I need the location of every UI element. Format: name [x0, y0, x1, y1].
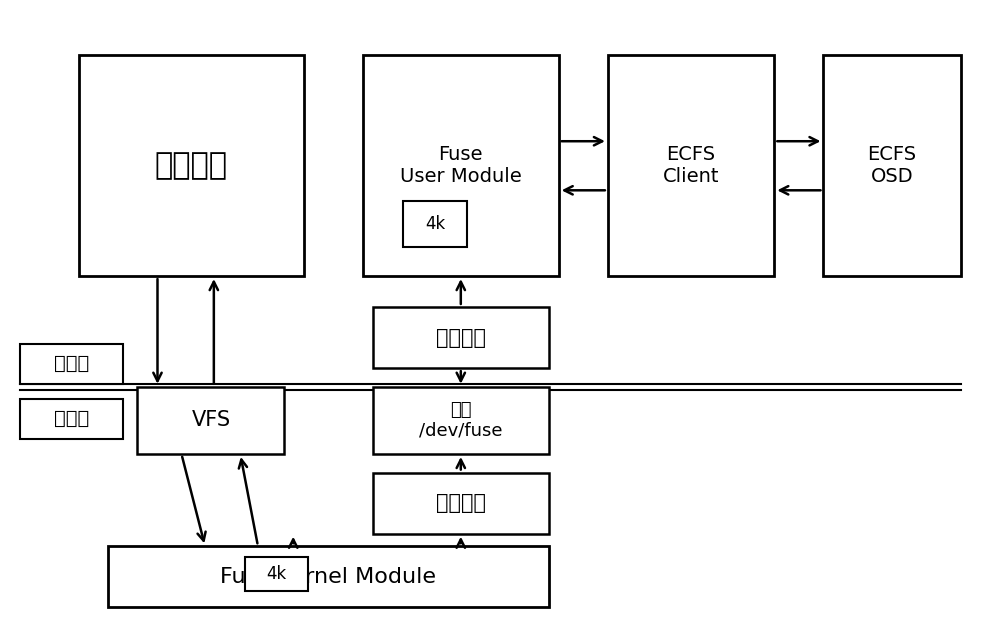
Bar [363, 55, 559, 276]
Text: 用户态: 用户态 [54, 354, 89, 373]
Text: 应用程序: 应用程序 [155, 151, 228, 180]
Bar [823, 55, 961, 276]
Text: VFS: VFS [191, 411, 230, 430]
Bar [373, 473, 549, 534]
Bar [373, 307, 549, 368]
Text: Fuse Kernel Module: Fuse Kernel Module [220, 567, 436, 587]
Bar [79, 55, 304, 276]
Bar [108, 546, 549, 607]
Bar [245, 557, 308, 590]
Text: ECFS
Client: ECFS Client [663, 145, 719, 187]
Text: 读写设备: 读写设备 [436, 493, 486, 513]
Bar [608, 55, 774, 276]
Text: 内核态: 内核态 [54, 409, 89, 428]
Bar [137, 387, 284, 454]
Text: 读写设备: 读写设备 [436, 327, 486, 347]
Bar [403, 201, 467, 247]
Bar [20, 344, 123, 384]
Text: 4k: 4k [266, 565, 287, 583]
Bar [373, 387, 549, 454]
Text: ECFS
OSD: ECFS OSD [867, 145, 917, 187]
Text: Fuse
User Module: Fuse User Module [400, 145, 522, 187]
Text: 4k: 4k [425, 215, 445, 233]
Bar [20, 399, 123, 439]
Text: 设备
/dev/fuse: 设备 /dev/fuse [419, 401, 503, 439]
